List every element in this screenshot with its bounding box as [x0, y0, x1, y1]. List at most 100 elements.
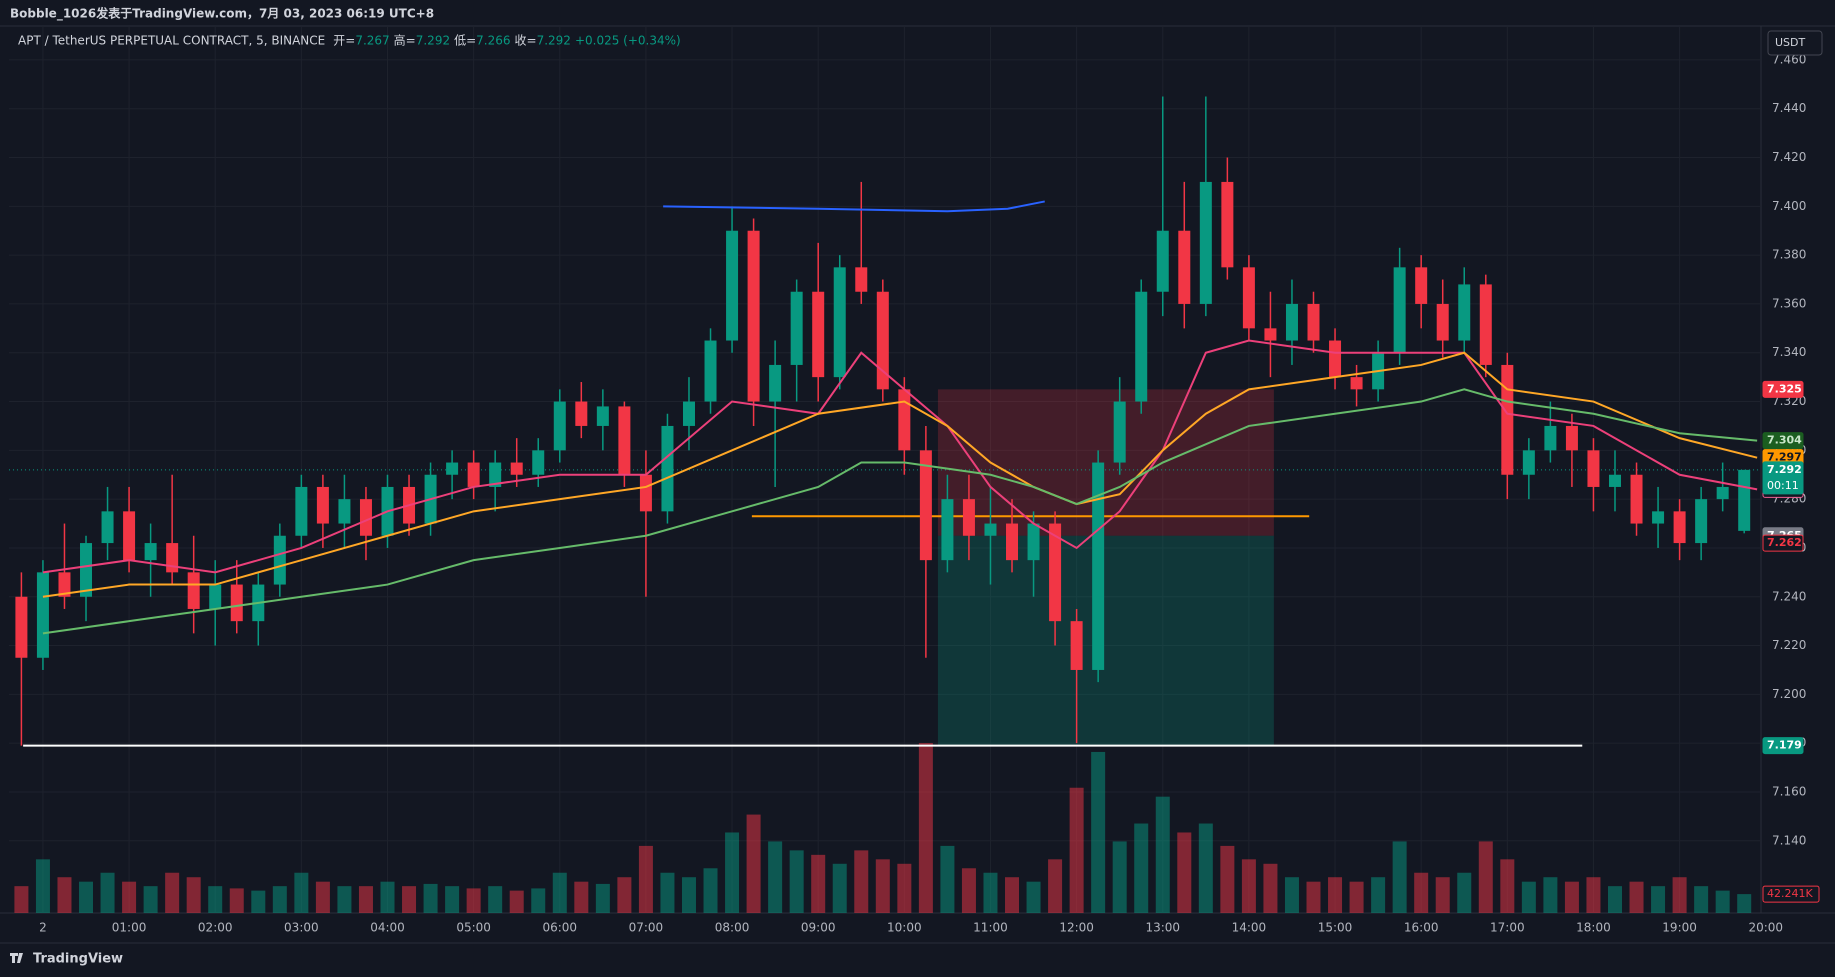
volume-bar [746, 814, 761, 913]
candle-body [209, 584, 222, 609]
volume-tag [1762, 885, 1820, 903]
countdown: 00:11 [1767, 479, 1799, 492]
x-tick-label: 09:00 [801, 921, 836, 935]
volume-bar [466, 888, 481, 913]
volume-bar [1069, 787, 1084, 913]
volume-bar [1715, 890, 1730, 913]
ohlc-value: 7.292 [537, 34, 571, 48]
ohlc-value: 7.292 [416, 34, 450, 48]
ohlc-label: 收= [515, 34, 537, 48]
volume-tag-label: 42.241K [1767, 887, 1813, 900]
volume-bar [1651, 886, 1666, 913]
currency-box[interactable] [1767, 30, 1823, 56]
footer-logo: TradingView [10, 952, 123, 967]
volume-bar [1694, 886, 1709, 913]
volume-bar [402, 886, 417, 913]
candle-body [747, 230, 760, 402]
candle-body [984, 523, 997, 536]
volume-bar [1457, 872, 1472, 913]
price-tag-label: 7.325 [1767, 382, 1802, 395]
price-tag-label: 7.304 [1767, 434, 1802, 447]
volume-bar [638, 845, 653, 913]
price-tag-label: 7.179 [1767, 739, 1802, 752]
candle-body [510, 462, 523, 475]
volume-bar [854, 850, 869, 913]
y-tick-label: 7.400 [1772, 199, 1806, 213]
candle-body [1565, 425, 1578, 451]
ohlc-label: 低= [454, 34, 476, 48]
volume-bar [789, 850, 804, 913]
candle-body [1264, 328, 1277, 341]
y-tick-label: 7.220 [1772, 638, 1806, 652]
volume-bar [1177, 832, 1192, 913]
y-tick-label: 7.360 [1772, 296, 1806, 310]
plot-area [9, 26, 1761, 913]
candle-body [898, 389, 911, 451]
currency: USDT [1775, 36, 1806, 49]
x-tick-label: 05:00 [456, 921, 491, 935]
x-tick-label: 02:00 [198, 921, 233, 935]
candle-body [1738, 469, 1751, 531]
x-tick-label: 01:00 [112, 921, 147, 935]
x-tick-label: 16:00 [1404, 921, 1439, 935]
volume-bar [423, 883, 438, 913]
volume-bar [531, 888, 546, 913]
volume-bar [1737, 894, 1752, 913]
ohlc-value: 7.266 [476, 34, 510, 48]
candle-body [1544, 425, 1557, 451]
ohlc-label: 开= [333, 34, 355, 48]
volume-bar [940, 845, 955, 913]
candle-body [596, 406, 609, 426]
candle-body [36, 572, 49, 658]
candle-body [1070, 621, 1083, 670]
volume-bar [660, 872, 675, 913]
candle-body [80, 543, 93, 597]
candle-body [833, 267, 846, 378]
volume-bar [186, 877, 201, 913]
candle-body [1092, 462, 1105, 670]
candle-body [919, 450, 932, 561]
price-tag [1762, 432, 1804, 450]
volume-bar [595, 883, 610, 913]
candle-body [941, 499, 954, 561]
volume-bar [1392, 841, 1407, 913]
y-tick-label: 7.420 [1772, 150, 1806, 164]
candle-body [812, 291, 825, 378]
ohlc-value: 7.267 [355, 34, 389, 48]
volume-bar [1478, 841, 1493, 913]
volume-bar [1155, 796, 1170, 913]
candle-body [58, 572, 71, 597]
x-tick-label: 04:00 [370, 921, 405, 935]
volume-bar [445, 886, 460, 913]
indicator-line [42, 339, 1758, 574]
volume-bar [983, 872, 998, 913]
candle-body [962, 499, 975, 536]
header-text: Bobble_1026发表于TradingView.com，7月 03, 202… [10, 6, 434, 22]
volume-bar [143, 886, 158, 913]
change: +0.025 (+0.34%) [575, 34, 681, 48]
volume-bar [1564, 881, 1579, 913]
x-tick-label: 17:00 [1490, 921, 1525, 935]
volume-bar [251, 890, 266, 913]
volume-bar [315, 881, 330, 913]
candle-body [1113, 401, 1126, 463]
candle-body [446, 462, 459, 475]
candle-body [1307, 303, 1320, 341]
candle-body [1608, 474, 1621, 487]
price-tag-label: 7.292 [1767, 463, 1802, 476]
volume-bar [1543, 877, 1558, 913]
volume-bar [358, 886, 373, 913]
symbol: APT / TetherUS PERPETUAL CONTRACT, 5, BI… [18, 34, 325, 48]
candle-body [553, 401, 566, 451]
candle-body [1049, 523, 1062, 622]
volume-bar [725, 832, 740, 913]
volume-bar [229, 888, 244, 913]
candle-body [1242, 267, 1255, 329]
candle-body [1199, 181, 1212, 304]
volume-bar [1500, 859, 1515, 913]
candle-body [467, 462, 480, 487]
candle-body [1652, 511, 1665, 524]
candle-body [1350, 377, 1363, 390]
volume-bar [1220, 845, 1235, 913]
